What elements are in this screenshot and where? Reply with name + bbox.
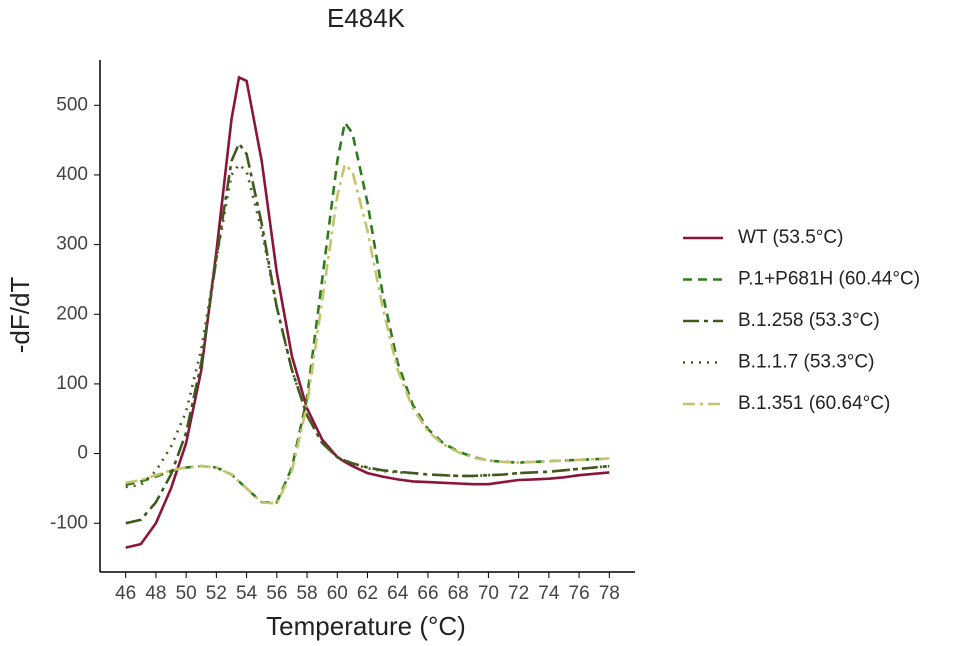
- y-axis-title: -dF/dT: [5, 277, 35, 354]
- y-tick-label: 300: [56, 234, 88, 255]
- x-tick-label: 68: [448, 583, 469, 604]
- y-tick-label: 0: [77, 443, 88, 464]
- chart-title: E484K: [327, 3, 406, 33]
- series-line: [125, 140, 610, 525]
- legend-label: P.1+P681H (60.44°C): [738, 269, 920, 290]
- x-tick-label: 58: [296, 583, 317, 604]
- x-tick-label: 78: [599, 583, 620, 604]
- y-tick-label: 200: [56, 303, 88, 324]
- x-tick-label: 76: [569, 583, 590, 604]
- x-axis-title: Temperature (°C): [266, 611, 466, 641]
- x-tick-label: 66: [417, 583, 438, 604]
- x-tick-label: 72: [508, 583, 529, 604]
- series-line: [125, 119, 610, 504]
- series-line: [125, 162, 610, 489]
- y-tick-label: 100: [56, 373, 88, 394]
- legend-label: B.1.1.7 (53.3°C): [738, 352, 874, 373]
- x-tick-label: 54: [236, 583, 258, 604]
- x-tick-label: 60: [327, 583, 348, 604]
- x-tick-label: 74: [538, 583, 560, 604]
- x-tick-label: 70: [478, 583, 499, 604]
- series-line: [125, 162, 610, 506]
- legend-label: B.1.351 (60.64°C): [738, 393, 890, 414]
- x-tick-label: 46: [115, 583, 136, 604]
- x-tick-label: 50: [176, 583, 197, 604]
- x-tick-label: 48: [145, 583, 166, 604]
- x-tick-label: 62: [357, 583, 378, 604]
- y-tick-label: -100: [50, 512, 88, 533]
- x-tick-label: 52: [206, 583, 227, 604]
- series-line: [125, 75, 610, 549]
- legend-label: B.1.258 (53.3°C): [738, 310, 880, 331]
- legend-label: WT (53.5°C): [738, 227, 843, 248]
- x-tick-label: 56: [266, 583, 287, 604]
- x-tick-label: 64: [387, 583, 409, 604]
- y-tick-label: 500: [56, 94, 88, 115]
- y-tick-label: 400: [56, 164, 88, 185]
